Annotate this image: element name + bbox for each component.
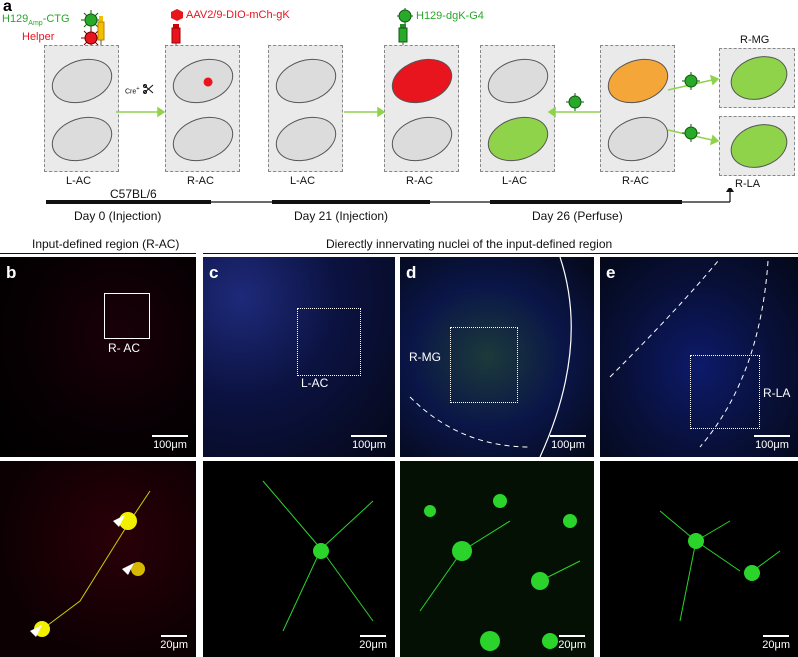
header-right-rule [203, 253, 798, 254]
header-left-rule [0, 253, 196, 254]
micrograph-b-overview: b R- AC 100μm [0, 257, 196, 457]
region-label-e: R-LA [763, 386, 791, 400]
h129amp-label: H129Amp-CTG [2, 13, 70, 28]
timeline-day21: Day 21 (Injection) [294, 209, 389, 223]
panel-d-letter: d [406, 263, 417, 282]
micrograph-b-zoom: 20μm [0, 461, 196, 657]
roi-box-d [450, 327, 518, 403]
box-label-6: R-AC [622, 175, 649, 187]
roi-box-c [297, 308, 361, 376]
r-mg-cell [724, 49, 794, 107]
r-la-box [719, 116, 795, 176]
header-innervating-nuclei: Dierectly innervating nuclei of the inpu… [326, 237, 613, 251]
scale-bar-d-top: 100μm [550, 435, 586, 451]
r-la-label: R-LA [735, 178, 761, 190]
scale-bar-b-bottom: 20μm [160, 635, 188, 651]
roi-box-b [104, 293, 150, 339]
brain-box-2 [165, 45, 240, 172]
scale-bar-d-bottom: 20μm [558, 635, 586, 651]
brain-box-5 [480, 45, 555, 172]
arrowhead-2 [122, 563, 134, 575]
brain-box-3 [268, 45, 343, 172]
aav-label: AAV2/9-DIO-mCh-gK [186, 9, 290, 21]
arrowhead-3 [30, 625, 42, 637]
r-mg-label: R-MG [740, 34, 770, 46]
micrograph-c-zoom: 20μm [203, 461, 395, 657]
box-label-5: L-AC [502, 175, 528, 187]
box-label-2: R-AC [187, 175, 214, 187]
region-label-b: R- AC [108, 341, 141, 355]
r-la-cell [724, 117, 794, 175]
panel-c-letter: c [209, 263, 219, 282]
timeline [46, 188, 734, 204]
scale-bar-e-bottom: 20μm [762, 635, 790, 651]
micrograph-d-zoom: 20μm [400, 461, 594, 657]
micrograph-c-overview: c L-AC 100μm [203, 257, 395, 457]
panel-a-letter: a [3, 0, 12, 15]
traveling-virus-icon [566, 93, 584, 111]
neuron-e [659, 510, 781, 622]
box-label-4: R-AC [406, 175, 433, 187]
h129dgk-label: H129-dgK-G4 [416, 10, 484, 22]
timeline-day26: Day 26 (Perfuse) [532, 209, 623, 223]
neuron-b [30, 490, 151, 637]
h129dgk-virus-icon [397, 8, 413, 24]
brain-box-4 [384, 45, 459, 172]
cre-scissors-icon [143, 84, 154, 94]
header-input-region: Input-defined region (R-AC) [32, 237, 180, 251]
box-label-3: L-AC [290, 175, 316, 187]
timeline-day0: Day 0 (Injection) [74, 209, 162, 223]
aav-virus-icon [171, 9, 183, 21]
region-label-c: L-AC [301, 376, 329, 390]
la-boundary [609, 260, 769, 448]
micrograph-d-overview: d R-MG 100μm [400, 257, 594, 457]
roi-box-e [690, 355, 760, 429]
micrograph-e-zoom: 20μm [600, 461, 798, 657]
neurons-d [419, 494, 581, 651]
mg-boundary [409, 257, 572, 457]
scale-bar-e-top: 100μm [754, 435, 790, 451]
neuron-c [262, 480, 374, 632]
cre-label: Cre+ [125, 86, 140, 96]
micrograph-e-overview: e R-LA 100μm [600, 257, 798, 457]
brain-box-1 [44, 45, 119, 172]
panel-b-letter: b [6, 263, 17, 282]
box-label-1: L-AC [66, 175, 92, 187]
scale-bar-b-top: 100μm [152, 435, 188, 451]
scale-bar-c-top: 100μm [351, 435, 387, 451]
virus-to-la-icon [682, 124, 700, 142]
panel-e-letter: e [606, 263, 616, 282]
region-label-d: R-MG [409, 350, 441, 364]
arrowhead-1 [113, 515, 125, 527]
virus-to-mg-icon [682, 72, 700, 90]
brain-box-6 [600, 45, 675, 172]
scale-bar-c-bottom: 20μm [359, 635, 387, 651]
panel-a-arrows [116, 74, 720, 146]
helper-label: Helper [22, 31, 55, 43]
strain-label: C57BL/6 [110, 187, 157, 201]
r-mg-box [719, 48, 795, 108]
